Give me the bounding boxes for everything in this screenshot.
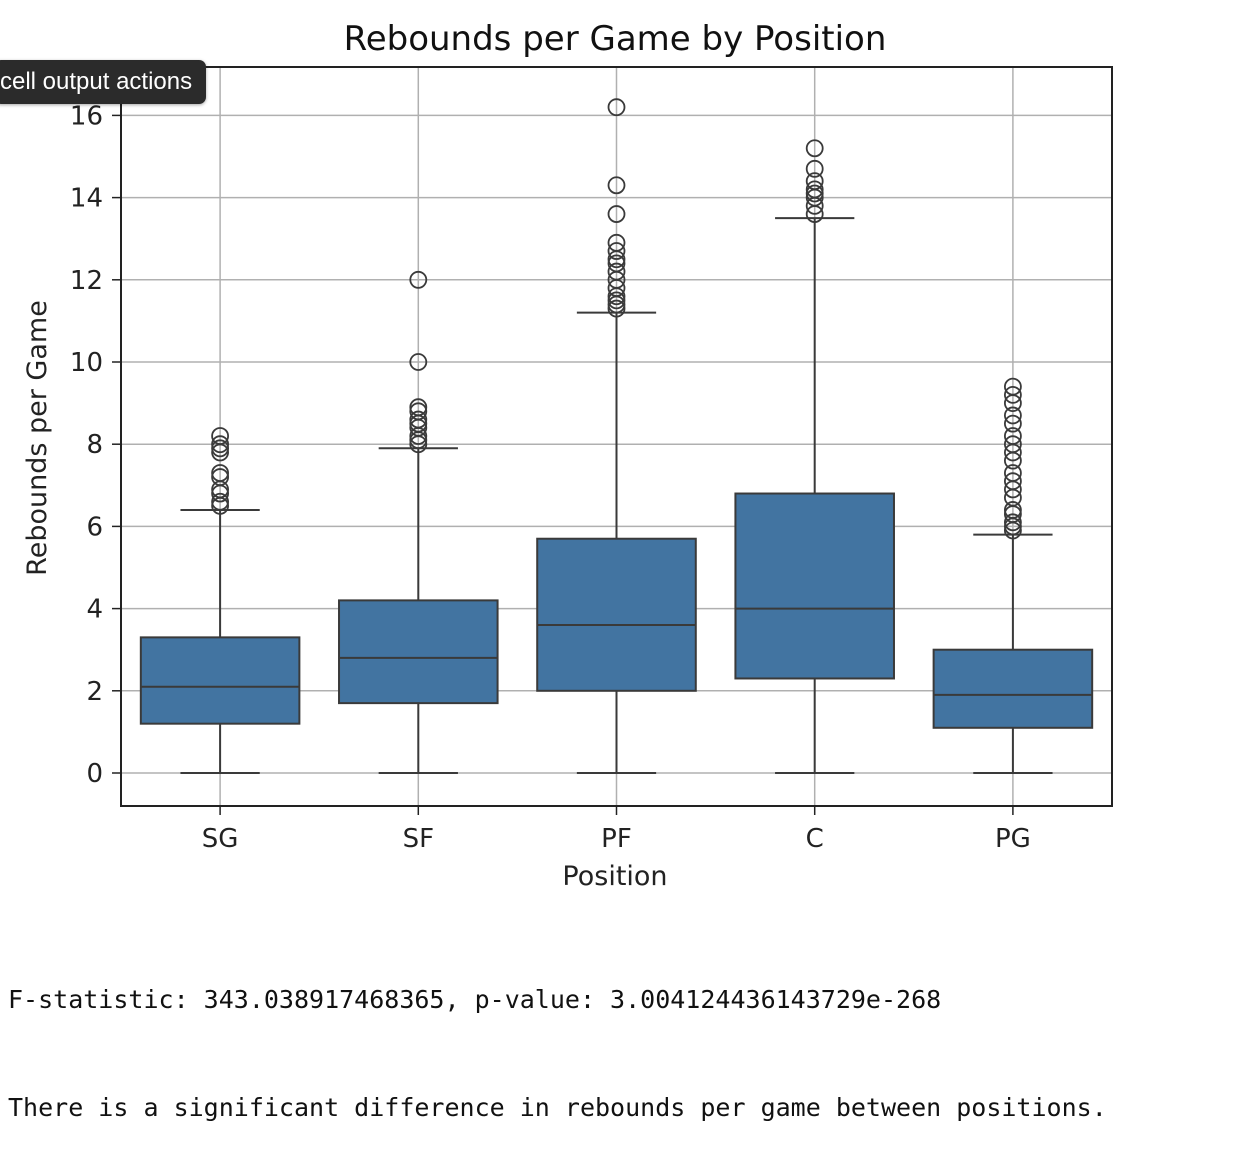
- box-pf: [536, 98, 697, 774]
- y-tick-label: 16: [70, 101, 103, 131]
- outlier-point: [607, 98, 626, 117]
- y-tick-label: 10: [70, 348, 103, 378]
- outlier-point: [1004, 464, 1022, 482]
- x-tick-label: SG: [202, 824, 239, 854]
- outlier-point: [607, 291, 626, 310]
- y-tick-label: 6: [86, 512, 103, 542]
- outlier-point: [607, 233, 626, 252]
- iqr-box: [338, 599, 499, 705]
- outlier-point: [211, 435, 230, 454]
- outlier-point: [805, 172, 824, 191]
- outlier-point: [409, 402, 428, 421]
- outlier-point: [805, 159, 824, 178]
- outlier-point: [211, 468, 230, 486]
- outlier-point: [607, 205, 626, 223]
- y-axis-ticks: 0 2 4 6 8 10 12 14 16: [70, 101, 121, 789]
- iqr-box: [734, 492, 895, 680]
- y-tick-label: 4: [86, 595, 103, 625]
- boxplot-chart: Rebounds per Game by Position 0 2 4 6 8 10 12 1…: [22, 19, 1113, 892]
- outlier-point: [1004, 377, 1022, 396]
- iqr-box: [536, 537, 697, 692]
- x-axis-label: Position: [562, 861, 667, 892]
- outlier-point: [211, 464, 230, 482]
- y-tick-label: 2: [86, 677, 103, 707]
- outlier-point: [805, 180, 824, 199]
- x-tick-label: PG: [995, 824, 1031, 854]
- outlier-point: [1004, 385, 1022, 404]
- outlier-point: [1004, 513, 1022, 532]
- chart-title: Rebounds per Game by Position: [344, 19, 887, 59]
- outlier-point: [805, 139, 824, 158]
- outlier-point: [211, 427, 230, 445]
- outlier-point: [607, 176, 626, 195]
- box-group: [139, 98, 1094, 774]
- outlier-point: [211, 492, 230, 511]
- outlier-point: [607, 242, 626, 260]
- y-tick-label: 0: [86, 759, 103, 789]
- outlier-point: [1004, 414, 1022, 433]
- y-tick-label: 8: [86, 430, 103, 460]
- outlier-point: [409, 410, 428, 429]
- outlier-point: [607, 262, 626, 281]
- box-c: [734, 139, 895, 774]
- outlier-point: [1004, 435, 1022, 454]
- cell-output-actions-tooltip[interactable]: cell output actions: [0, 60, 207, 104]
- outlier-point: [409, 398, 428, 417]
- x-tick-label: PF: [601, 824, 632, 854]
- x-tick-label: SF: [403, 824, 434, 854]
- outlier-point: [409, 270, 428, 289]
- outlier-point: [1004, 501, 1022, 519]
- y-tick-label: 12: [70, 266, 103, 296]
- significance-line: There is a significant difference in reb…: [8, 1093, 1107, 1122]
- y-axis-label: Rebounds per Game: [22, 300, 53, 576]
- outlier-point: [607, 254, 626, 273]
- iqr-box: [932, 648, 1094, 729]
- f-statistic-line: F-statistic: 343.038917468365, p-value: …: [8, 985, 942, 1014]
- outlier-point: [409, 353, 428, 371]
- box-pg: [932, 377, 1094, 774]
- outlier-point: [607, 299, 626, 318]
- x-axis-ticks: SG SF PF C PG: [202, 806, 1031, 854]
- outlier-point: [805, 184, 824, 203]
- box-sg: [139, 427, 301, 774]
- y-tick-label: 14: [70, 184, 103, 214]
- outlier-point: [1004, 472, 1022, 491]
- outlier-point: [211, 439, 230, 458]
- outlier-point: [1004, 427, 1022, 445]
- box-sf: [338, 270, 499, 774]
- cell-output-text: F-statistic: 343.038917468365, p-value: …: [8, 910, 1107, 1162]
- iqr-box: [139, 636, 301, 725]
- x-tick-label: C: [806, 824, 824, 854]
- outlier-point: [1004, 406, 1022, 425]
